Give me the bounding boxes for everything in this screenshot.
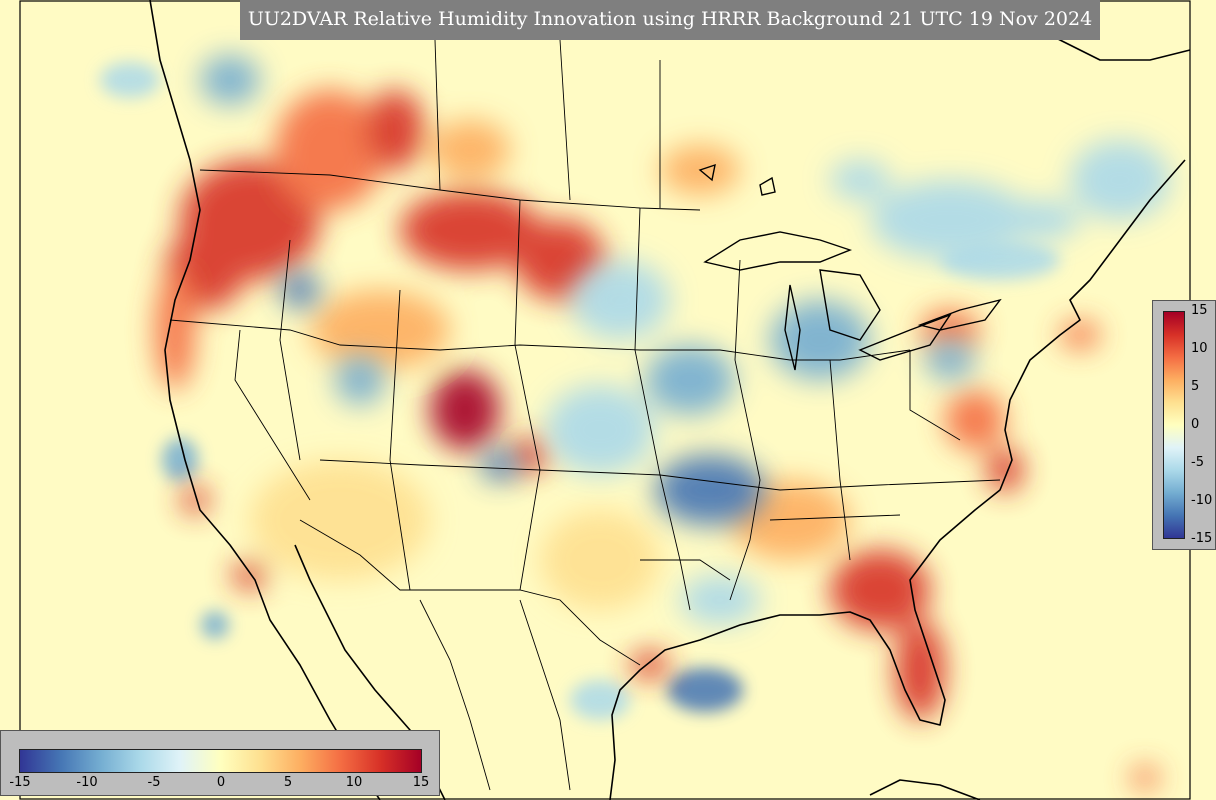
colorbar-tick-label: -5 xyxy=(147,775,161,790)
horizontal-colorbar: -15 -10 -5 0 5 10 15 xyxy=(0,730,440,796)
negative-innovation-field xyxy=(200,55,1170,625)
political-borders xyxy=(169,39,1001,791)
colorbar-tick-label: 0 xyxy=(1191,417,1200,432)
colorbar-tick-label: -15 xyxy=(1191,531,1213,546)
colorbar-tick-label: 5 xyxy=(283,775,293,790)
colorbar-tick-label: -5 xyxy=(1191,455,1204,470)
vertical-colorbar-gradient xyxy=(1163,311,1185,539)
colorbar-tick-label: 15 xyxy=(1191,303,1208,318)
colorbar-tick-label: -10 xyxy=(1191,493,1213,508)
colorbar-tick-label: 10 xyxy=(345,775,363,790)
colorbar-tick-label: 5 xyxy=(1191,379,1200,394)
colorbar-tick-label: -15 xyxy=(9,775,31,790)
colorbar-tick-label: 10 xyxy=(1191,341,1208,356)
colorbar-tick-label: -10 xyxy=(76,775,98,790)
vertical-colorbar: 15 10 5 0 -5 -10 -15 xyxy=(1152,300,1216,550)
colorbar-tick-label: 15 xyxy=(412,775,430,790)
map-title: UU2DVAR Relative Humidity Innovation usi… xyxy=(240,0,1100,40)
horizontal-colorbar-gradient xyxy=(19,749,422,773)
great-lakes xyxy=(698,163,1002,371)
colorbar-tick-label: 0 xyxy=(216,775,226,790)
